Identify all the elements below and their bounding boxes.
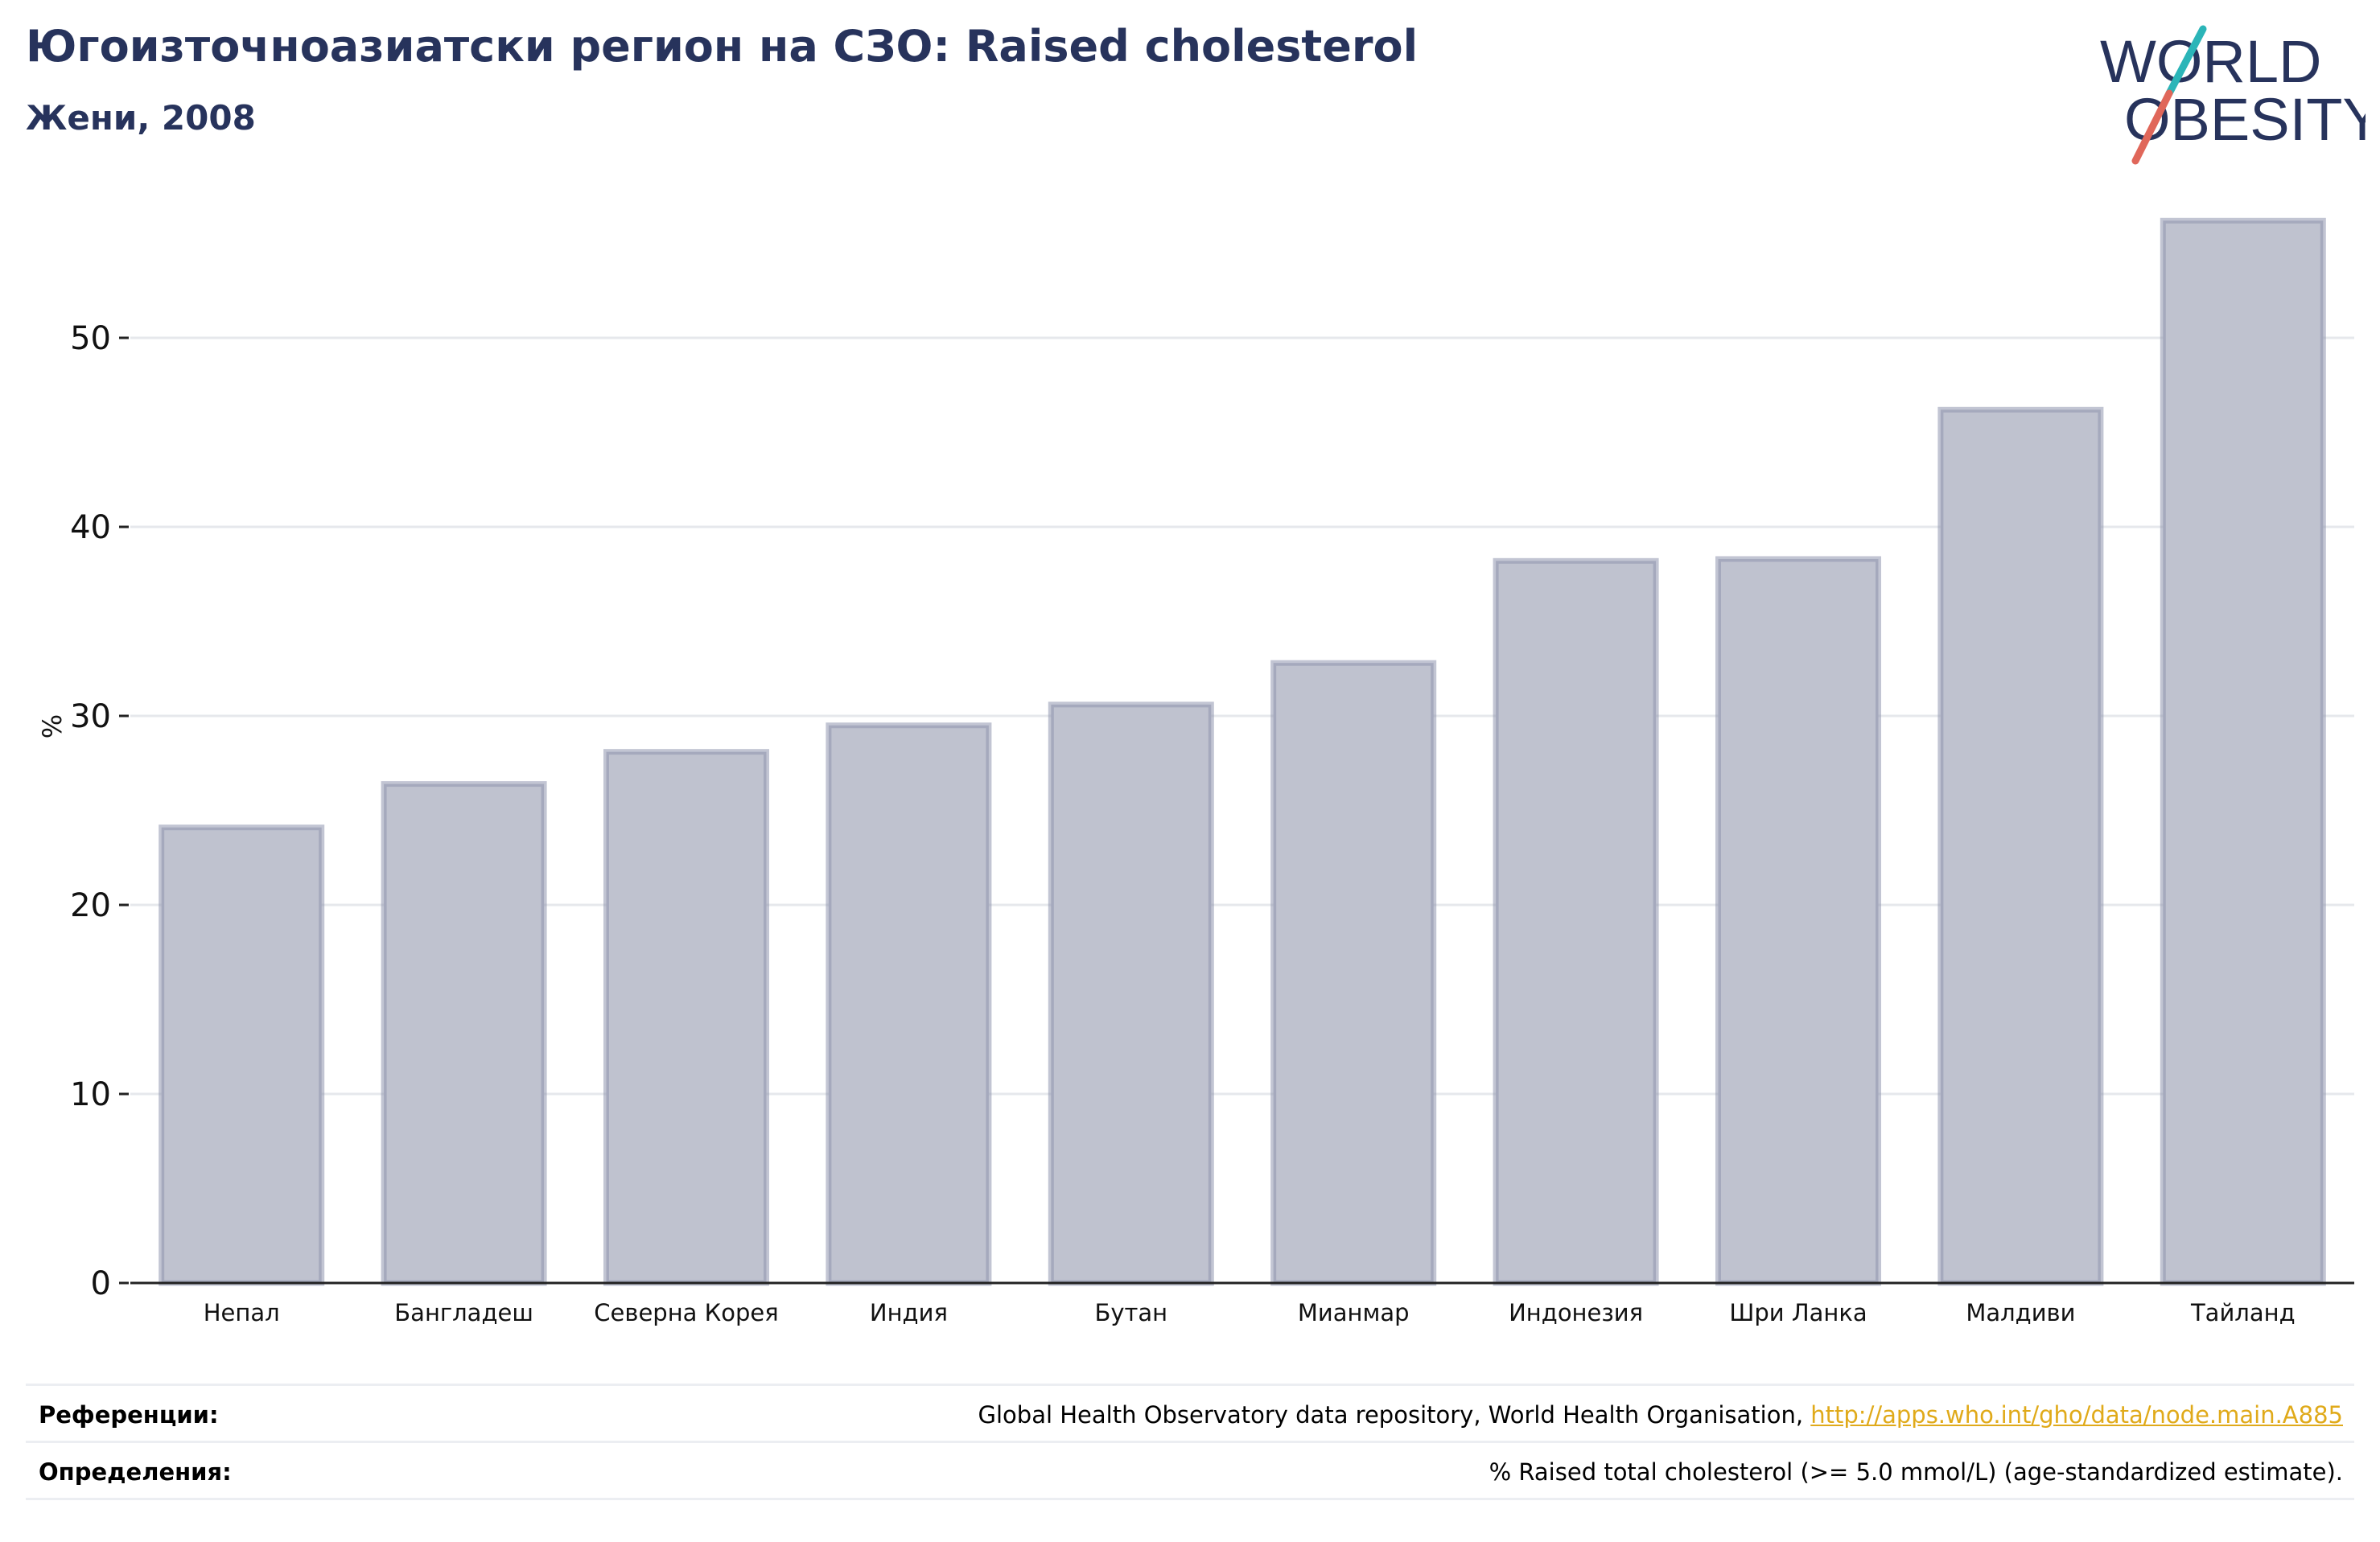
footer-divider-top (26, 1384, 2354, 1386)
definitions-label: Определения: (39, 1458, 232, 1486)
references-link[interactable]: http://apps.who.int/gho/data/node.main.A… (1810, 1401, 2343, 1429)
bar-3 (603, 749, 770, 1286)
bar-7 (1493, 557, 1659, 1286)
x-tick-label: Мианмар (1298, 1299, 1410, 1326)
x-tick-label: Северна Корея (594, 1299, 778, 1326)
bar-8 (1715, 556, 1882, 1286)
logo-slash-top (2165, 25, 2207, 97)
bar-6 (1270, 660, 1437, 1286)
y-tick-label: 10 (70, 1076, 111, 1113)
bar-9 (1937, 406, 2104, 1286)
logo-slash-bottom (2131, 89, 2173, 165)
footer-divider-middle (26, 1441, 2354, 1443)
logo-text-world: WORLD (2100, 28, 2321, 95)
axes (119, 336, 2354, 1285)
x-tick-label: Индия (870, 1299, 948, 1326)
footer-divider-bottom (26, 1498, 2354, 1500)
y-axis-label: % (37, 714, 68, 738)
x-tick-label: Тайланд (2190, 1299, 2296, 1326)
bar-1 (159, 824, 325, 1286)
references-text: Global Health Observatory data repositor… (978, 1401, 2343, 1429)
bar-10 (2160, 217, 2326, 1286)
y-tick-label: 50 (70, 320, 111, 357)
bar-2 (381, 781, 547, 1286)
definitions-text: % Raised total cholesterol (>= 5.0 mmol/… (1489, 1458, 2343, 1486)
y-tick-label: 30 (70, 698, 111, 735)
x-tick-label: Бутан (1094, 1299, 1167, 1326)
y-tick-label: 40 (70, 509, 111, 546)
x-tick-label: Непал (204, 1299, 280, 1326)
x-tick-label: Индонезия (1509, 1299, 1643, 1326)
references-source: Global Health Observatory data repositor… (978, 1401, 1811, 1429)
bar-chart: 0 10 20 30 40 50 Непал Бангладеш Северна Корея Ин… (37, 217, 2354, 1326)
chart-title: Югоизточноазиатски регион на СЗО: Raised… (26, 21, 1419, 72)
labels: 0 10 20 30 40 50 Непал Бангладеш Северна Корея Ин… (37, 320, 2296, 1326)
references-label: Референции: (39, 1401, 219, 1429)
y-tick-label: 0 (91, 1265, 111, 1302)
bars (159, 217, 2326, 1286)
x-tick-label: Малдиви (1966, 1299, 2075, 1326)
chart-subtitle: Жени, 2008 (26, 98, 256, 138)
x-tick-label: Шри Ланка (1729, 1299, 1867, 1326)
bar-4 (826, 722, 992, 1286)
y-tick-label: 20 (70, 887, 111, 924)
x-tick-label: Бангладеш (394, 1299, 533, 1326)
bar-5 (1048, 701, 1214, 1286)
world-obesity-logo: WORLD OBESITY (2100, 25, 2366, 165)
